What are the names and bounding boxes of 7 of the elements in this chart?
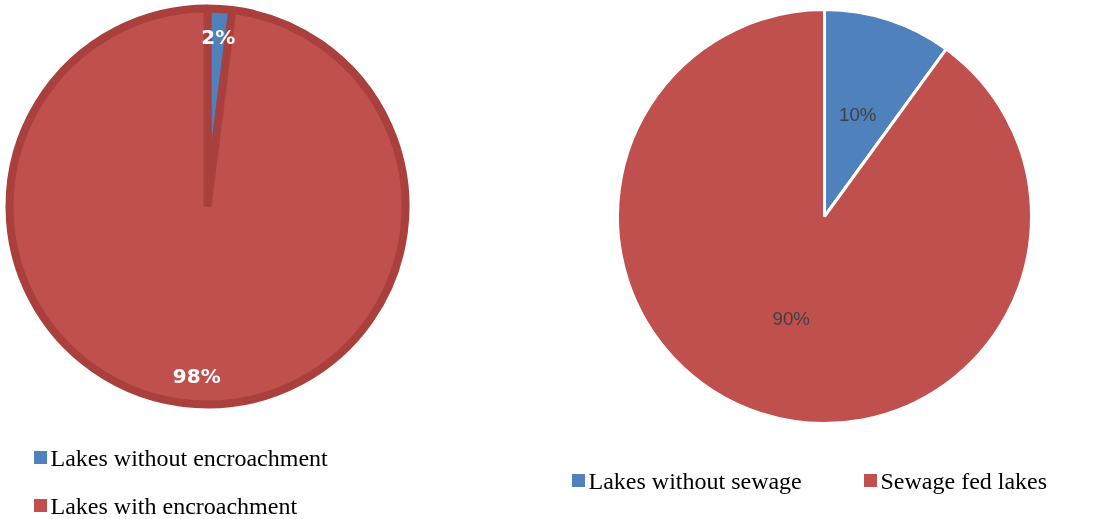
legend-label: Lakes with encroachment — [50, 492, 298, 519]
legend-label: Lakes without sewage — [588, 467, 802, 494]
legend-label: Sewage fed lakes — [880, 467, 1048, 494]
data-label: 10% — [839, 103, 877, 125]
data-label: 98% — [172, 364, 221, 389]
data-label: 90% — [772, 308, 810, 330]
legend-label: Lakes without encroachment — [50, 444, 329, 471]
